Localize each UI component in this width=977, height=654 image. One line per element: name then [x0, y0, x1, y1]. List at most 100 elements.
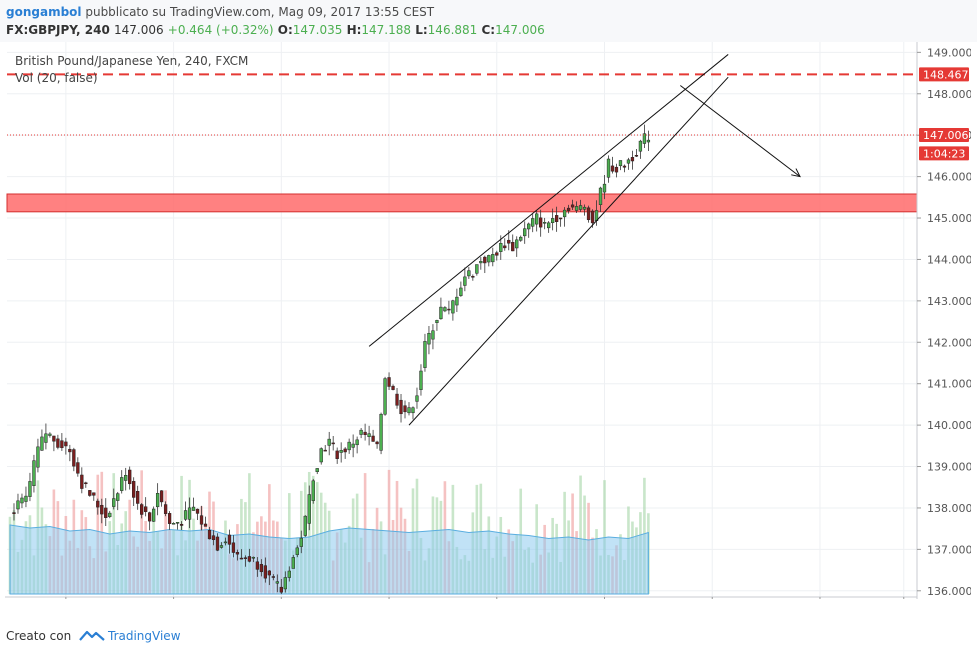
candle [219, 542, 224, 549]
candle [399, 393, 403, 423]
candle [136, 485, 140, 510]
candle [96, 498, 100, 515]
candle [171, 522, 176, 525]
close-label: C: [481, 23, 496, 37]
candle [582, 204, 587, 216]
candle [646, 130, 651, 152]
price-tick-label: 149.000 [927, 46, 971, 59]
candle [104, 498, 108, 527]
candle [411, 406, 415, 420]
candle [203, 516, 208, 527]
candle [56, 434, 60, 450]
candle [570, 199, 575, 211]
candle [112, 488, 116, 510]
candle [132, 477, 136, 506]
price-tick-label: 145.000 [927, 212, 971, 225]
candle [303, 515, 307, 537]
candle [630, 150, 635, 170]
drawings[interactable] [368, 54, 801, 426]
volume-bar [603, 480, 606, 594]
chart-svg[interactable]: British Pound/Japanese Yen, 240, FXCM Vo… [5, 42, 973, 614]
candle [187, 497, 192, 529]
candle [183, 501, 188, 522]
price-tick-label: 142.000 [927, 336, 971, 349]
price-label-tag [919, 146, 969, 161]
legend-indicator: Vol (20, false) [15, 71, 98, 85]
candle [323, 445, 327, 452]
candle [363, 423, 367, 441]
candle [255, 557, 260, 577]
price-tick-label: 143.000 [927, 295, 971, 308]
candle [311, 478, 315, 504]
candle [519, 235, 523, 242]
candle [451, 299, 455, 321]
time-axis[interactable]: Apr101724Mag8152215 [5, 596, 917, 614]
candle [327, 431, 331, 456]
candle [391, 384, 395, 391]
price-tick-label: 146.000 [927, 171, 971, 184]
candle [215, 533, 220, 552]
candle [175, 522, 180, 530]
candle [539, 209, 543, 237]
candle [455, 288, 459, 312]
price-axis[interactable]: 149.000148.000147.000146.000145.000144.0… [916, 42, 973, 599]
candle [479, 257, 483, 270]
candle [299, 530, 303, 554]
candle [155, 483, 160, 516]
author-link[interactable]: gongambol [6, 5, 82, 19]
trendline[interactable] [368, 54, 729, 347]
price-label-tag [919, 67, 969, 82]
candle [531, 214, 535, 233]
open-label: O: [277, 23, 293, 37]
candle [44, 423, 48, 450]
candle [20, 493, 24, 509]
candle [331, 436, 335, 451]
arrow-line[interactable] [680, 85, 801, 178]
change-value: +0.464 (+0.32%) [167, 23, 274, 37]
candle [618, 160, 623, 171]
candle [251, 556, 256, 563]
candle [507, 230, 511, 251]
candle [355, 436, 359, 454]
candle [503, 238, 507, 251]
arrow-head-icon [791, 168, 801, 178]
candle [387, 372, 391, 391]
candle [148, 511, 152, 531]
price-tick-label: 139.000 [927, 461, 971, 474]
candle [191, 497, 196, 511]
candle [415, 387, 419, 409]
high-label: H: [346, 23, 362, 37]
ohlc-bar: FX:GBPJPY, 240 147.006 +0.464 (+0.32%) O… [6, 23, 545, 37]
candle [614, 163, 619, 178]
candle [48, 432, 52, 438]
candle [283, 571, 287, 593]
candle [307, 485, 311, 531]
trendline[interactable] [408, 76, 729, 426]
candle [622, 164, 627, 173]
candle [151, 506, 156, 522]
tradingview-link[interactable]: TradingView [108, 629, 181, 643]
candle [431, 324, 435, 350]
candle [52, 435, 56, 452]
candle [144, 497, 148, 517]
candle [642, 124, 647, 148]
candle [28, 472, 32, 502]
candle [207, 526, 212, 540]
candle [419, 364, 423, 396]
price-label-text: 148.467 [923, 68, 969, 81]
candle [483, 255, 487, 274]
tradingview-logo-icon[interactable] [79, 628, 105, 642]
candle [247, 548, 252, 563]
candle [235, 549, 240, 561]
candle [72, 447, 76, 472]
support-zone[interactable] [6, 193, 918, 213]
candle [315, 468, 319, 475]
candle [128, 466, 132, 490]
candle [351, 434, 355, 458]
published-text: pubblicato su TradingView.com, Mag 09, 2… [85, 5, 435, 19]
candle [523, 221, 527, 244]
chart-area[interactable]: British Pound/Japanese Yen, 240, FXCM Vo… [5, 42, 973, 614]
candle [383, 376, 387, 416]
candle [475, 264, 479, 276]
candle [435, 319, 439, 331]
